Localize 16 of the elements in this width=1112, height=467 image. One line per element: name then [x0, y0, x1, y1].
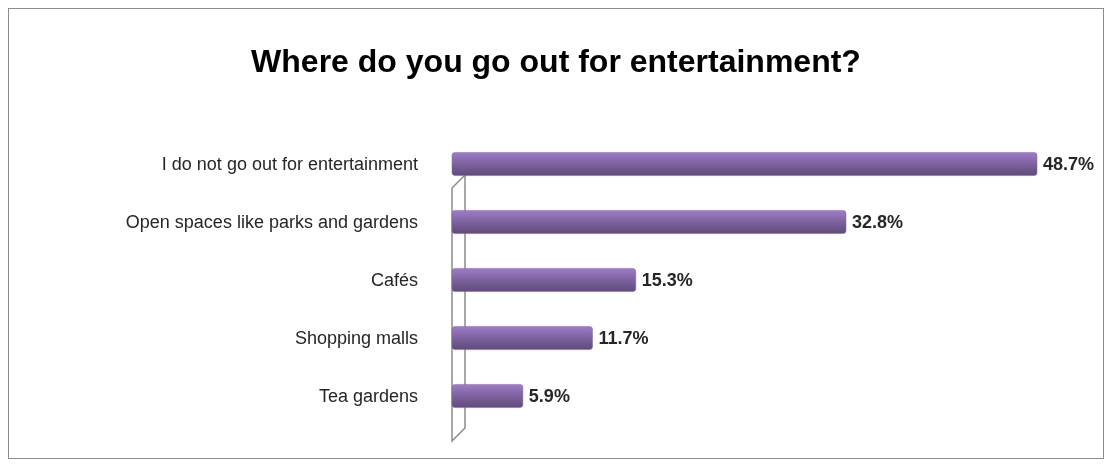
bar — [451, 268, 637, 292]
bar — [451, 210, 847, 234]
y-tick-label: Open spaces like parks and gardens — [125, 212, 418, 233]
chart-title: Where do you go out for entertainment? — [251, 43, 861, 79]
y-tick-label: I do not go out for entertainment — [161, 154, 418, 175]
bar — [451, 384, 524, 408]
y-tick-label: Shopping malls — [294, 328, 418, 349]
bar — [451, 152, 1038, 176]
data-label: 11.7% — [598, 328, 649, 349]
y-tick-label: Tea gardens — [318, 386, 418, 407]
bar — [451, 326, 593, 350]
data-label: 15.3% — [641, 270, 693, 291]
data-label: 48.7% — [1043, 154, 1095, 175]
data-label: 5.9% — [528, 386, 570, 407]
data-label: 32.8% — [852, 212, 904, 233]
y-tick-label: Cafés — [370, 270, 418, 291]
